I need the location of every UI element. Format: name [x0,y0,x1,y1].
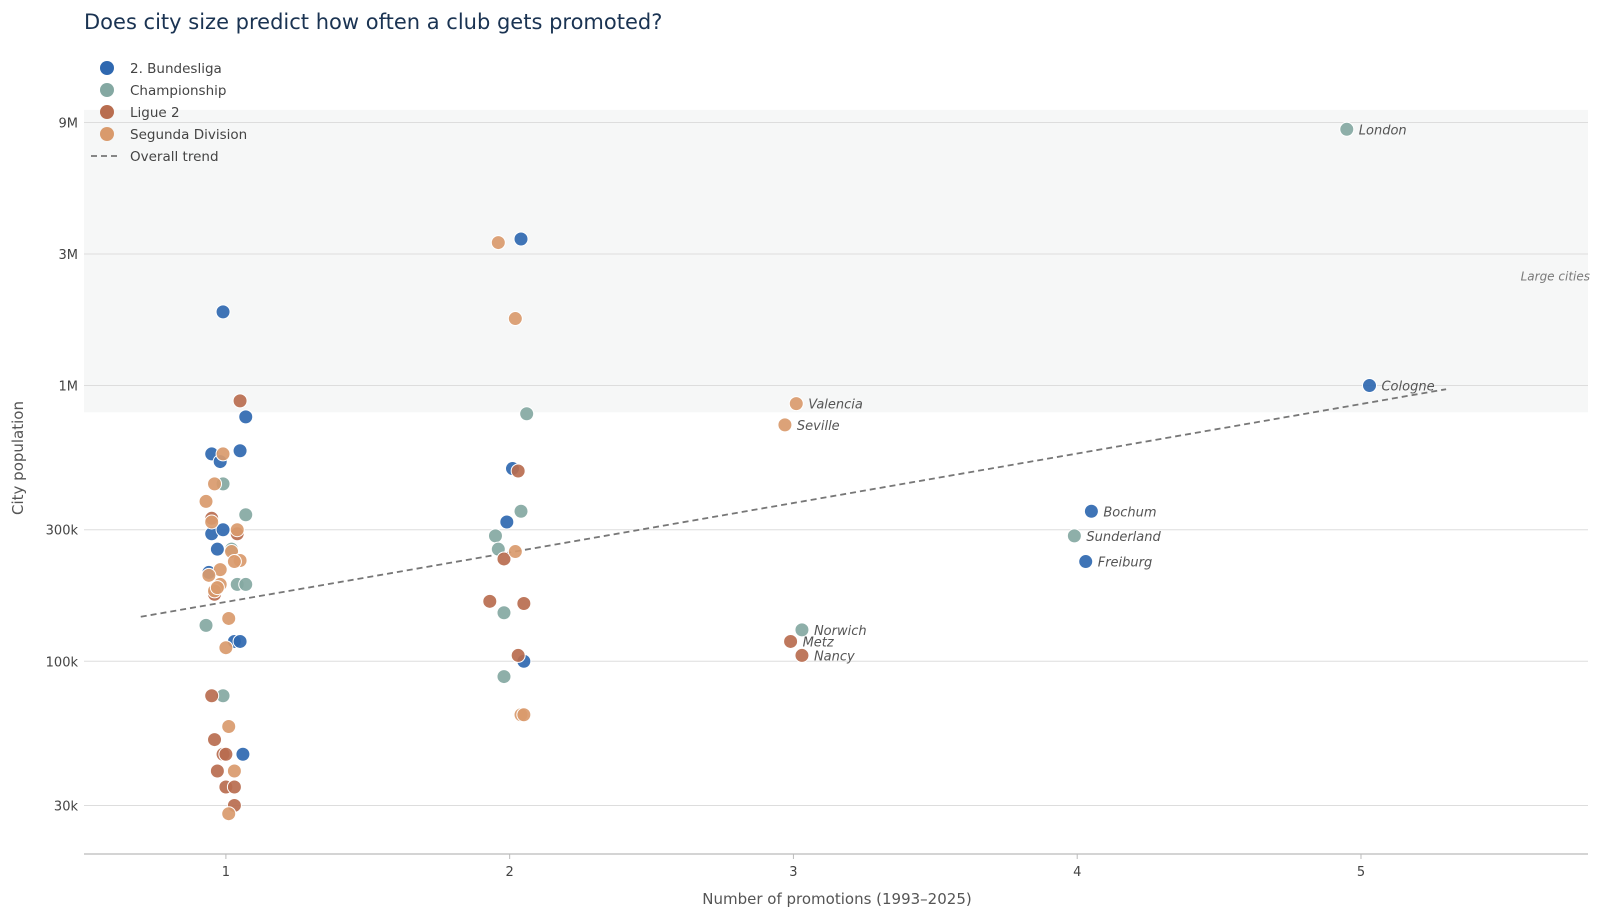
point-segunda-division [777,417,793,433]
point-segunda-division [204,514,220,530]
data-points [198,121,1377,822]
point-segunda-division [507,544,523,560]
y-tick-label: 1M [59,380,79,395]
point-segunda-division [788,396,804,412]
point-ligue-2 [232,393,248,409]
legend-label-championship: Championship [130,83,226,99]
large-cities-band-rect [84,109,1588,413]
point-championship [1339,121,1355,137]
point-segunda-division [201,567,217,583]
legend-label-trend: Overall trend [130,149,219,165]
grid-lines [84,121,1588,806]
point-segunda-division [207,476,223,492]
y-tick-label: 30k [54,799,79,814]
point-segunda-division [209,580,225,596]
point-2-bundesliga [1361,378,1377,394]
annotation-bochum: Bochum [1103,505,1156,520]
overall-trend-line [140,388,1447,618]
point-championship [1066,528,1082,544]
point-segunda-division [221,610,237,626]
y-tick-label: 3M [59,248,79,263]
point-2-bundesliga [235,746,251,762]
y-axis-label: City population [9,401,27,515]
point-2-bundesliga [215,304,231,320]
point-ligue-2 [207,732,223,748]
point-2-bundesliga [232,443,248,459]
point-segunda-division [221,719,237,735]
point-segunda-division [516,707,532,723]
point-ligue-2 [218,746,234,762]
point-championship [238,576,254,592]
point-ligue-2 [516,596,532,612]
point-2-bundesliga [499,514,515,530]
y-tick-label: 300k [46,524,79,539]
point-ligue-2 [226,779,242,795]
point-championship [198,617,214,633]
point-segunda-division [229,522,245,538]
point-segunda-division [221,806,237,822]
x-axis-label: Number of promotions (1993–2025) [702,890,971,908]
legend-label-2-bundesliga: 2. Bundesliga [130,61,222,77]
point-ligue-2 [510,463,526,479]
point-ligue-2 [204,688,220,704]
annotation-sunderland: Sunderland [1086,530,1161,545]
point-2-bundesliga [232,633,248,649]
point-championship [496,669,512,685]
axes: 30k 100k 300k 1M 3M 9M 1 2 3 4 5 [46,116,1588,880]
point-segunda-division [215,446,231,462]
x-tick-label: 1 [222,865,230,880]
point-championship [487,528,503,544]
annotation-valencia: Valencia [808,398,863,413]
point-segunda-division [218,640,234,656]
x-tick-label: 2 [506,865,514,880]
point-segunda-division [507,311,523,327]
point-segunda-division [226,554,242,570]
point-2-bundesliga [1083,503,1099,519]
legend-marker-segunda-division [100,127,114,141]
y-tick-label: 9M [59,116,79,131]
large-cities-band-label: Large cities [1521,270,1590,284]
point-ligue-2 [783,633,799,649]
x-tick-label: 4 [1073,865,1081,880]
point-ligue-2 [482,593,498,609]
annotation-freiburg: Freiburg [1098,556,1153,571]
legend-marker-2-bundesliga [100,61,114,75]
city-annotations: London Cologne Valencia Seville Bochum Sunder… [797,123,1435,664]
large-cities-band: Large cities [84,109,1590,413]
point-2-bundesliga [238,409,254,425]
annotation-cologne: Cologne [1381,380,1434,395]
legend-marker-ligue-2 [100,105,114,119]
point-championship [794,622,810,638]
annotation-norwich: Norwich [814,624,867,639]
legend-marker-championship [100,83,114,97]
x-tick-label: 5 [1357,865,1365,880]
legend: 2. Bundesliga Championship Ligue 2 Segunda … [91,61,247,165]
annotation-nancy: Nancy [814,649,855,664]
trend-line-layer [140,388,1447,618]
point-championship [513,503,529,519]
legend-label-segunda-division: Segunda Division [130,127,247,143]
annotation-london: London [1359,123,1407,138]
point-championship [238,507,254,523]
point-segunda-division [198,493,214,509]
annotation-metz: Metz [803,635,835,650]
legend-label-ligue-2: Ligue 2 [130,105,180,121]
point-ligue-2 [510,647,526,663]
point-segunda-division [226,763,242,779]
point-ligue-2 [794,647,810,663]
point-segunda-division [490,235,506,251]
x-tick-label: 3 [789,865,797,880]
point-championship [519,406,535,422]
point-2-bundesliga [1078,554,1094,570]
point-championship [496,605,512,621]
y-tick-label: 100k [46,655,79,670]
annotation-seville: Seville [797,419,840,434]
point-2-bundesliga [513,231,529,247]
chart-title: Does city size predict how often a club … [84,10,662,34]
point-ligue-2 [209,763,225,779]
point-ligue-2 [496,551,512,567]
point-2-bundesliga [209,541,225,557]
